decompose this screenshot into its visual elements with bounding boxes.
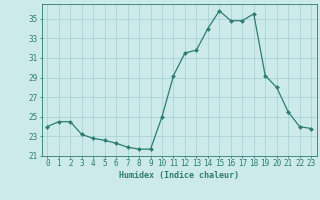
X-axis label: Humidex (Indice chaleur): Humidex (Indice chaleur)	[119, 171, 239, 180]
